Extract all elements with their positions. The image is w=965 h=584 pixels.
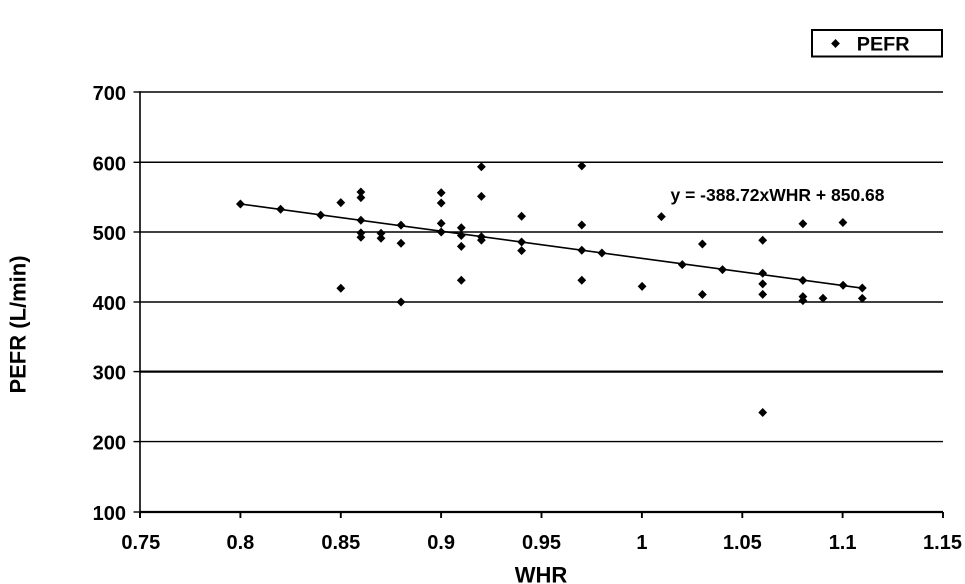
svg-text:PEFR (L/min): PEFR (L/min): [6, 255, 31, 393]
svg-text:700: 700: [93, 83, 126, 105]
svg-text:0.75: 0.75: [121, 532, 160, 554]
svg-text:400: 400: [93, 293, 126, 315]
svg-text:PEFR: PEFR: [857, 33, 910, 55]
svg-text:600: 600: [93, 153, 126, 175]
svg-text:300: 300: [93, 363, 126, 385]
svg-text:500: 500: [93, 223, 126, 245]
svg-text:0.9: 0.9: [427, 532, 455, 554]
svg-text:0.85: 0.85: [321, 532, 360, 554]
svg-text:200: 200: [93, 433, 126, 455]
svg-text:0.8: 0.8: [226, 532, 254, 554]
svg-text:0.95: 0.95: [522, 532, 561, 554]
svg-text:1.15: 1.15: [923, 532, 962, 554]
svg-text:1: 1: [636, 532, 647, 554]
svg-text:y = -388.72xWHR + 850.68: y = -388.72xWHR + 850.68: [671, 185, 885, 205]
svg-text:WHR: WHR: [515, 563, 568, 584]
svg-text:1.1: 1.1: [829, 532, 857, 554]
svg-text:1.05: 1.05: [723, 532, 762, 554]
svg-text:100: 100: [93, 503, 126, 525]
